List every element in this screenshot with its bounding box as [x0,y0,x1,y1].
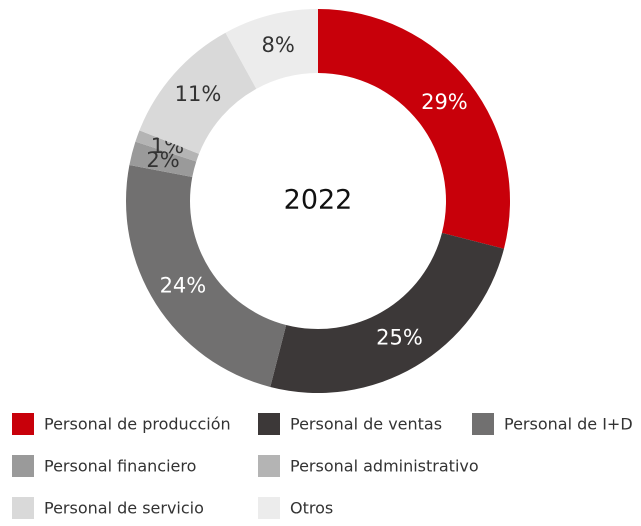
donut-slice [135,130,199,162]
legend-label: Personal de ventas [290,415,442,434]
value-label: 11% [175,82,222,106]
value-label: 24% [160,274,207,298]
center-label: 2022 [284,185,353,216]
legend-label: Personal financiero [44,457,196,476]
legend-label: Otros [290,499,333,518]
value-label: 25% [376,326,423,350]
legend-label: Personal de I+D [504,415,633,434]
legend-swatch [258,413,280,435]
legend-swatch [258,455,280,477]
legend-swatch [472,413,494,435]
legend-label: Personal administrativo [290,457,479,476]
donut-slice [139,32,257,154]
donut-slice [270,232,504,393]
legend-swatch [258,497,280,519]
legend-label: Personal de servicio [44,499,204,518]
donut-slice [318,9,510,249]
value-label: 29% [421,90,468,114]
donut-slice [125,165,287,387]
donut-slice [129,141,197,178]
legend-swatch [12,497,34,519]
legend-label: Personal de producción [44,415,231,434]
donut-slice [225,9,318,89]
value-label: 8% [262,33,295,57]
legend-swatch [12,413,34,435]
legend-swatch [12,455,34,477]
